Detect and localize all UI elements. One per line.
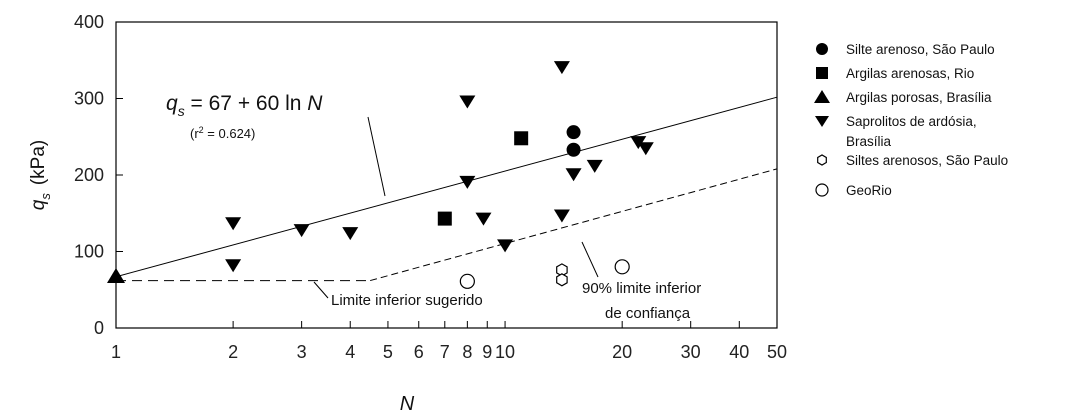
x-tick-label: 20 [612,342,632,362]
y-axis-label-unit: (kPa) [28,140,49,185]
x-axis-label: N [400,393,415,415]
data-point-triangle-down [459,175,476,189]
svg-text:qs(kPa): qs (kPa) [28,140,53,210]
y-tick-label: 100 [74,242,104,262]
fit-equation-N: N [307,92,323,115]
data-point-circle [566,125,581,140]
legend-label: Siltes arenosos, São Paulo [846,153,1008,168]
legend-label: Argilas porosas, Brasília [846,90,992,105]
data-point-circle [566,142,581,157]
legend-marker-circle-open [815,183,829,197]
r-squared-open: (r [190,126,199,141]
confidence-leader [581,241,599,278]
x-tick-label: 5 [383,342,393,362]
legend-label: Saprolitos de ardósia, [846,114,977,129]
x-tick-label: 2 [228,342,238,362]
y-axis-label: qs (kPa) [28,140,53,210]
data-point-hexagon-open [556,273,568,287]
y-tick-label: 400 [74,12,104,32]
x-tick-label: 3 [297,342,307,362]
data-point-triangle-down [553,61,570,75]
data-point-triangle-down [342,227,359,241]
data-point-triangle-down [565,168,582,182]
x-tick-label: 50 [767,342,787,362]
data-point-triangle-down [586,159,603,173]
confidence-limit-line [370,168,778,282]
x-tick-label: 9 [482,342,492,362]
x-tick-label: 30 [681,342,701,362]
legend-label: Silte arenoso, São Paulo [846,42,995,57]
x-tick-label: 1 [111,342,121,362]
x-tick-label: 7 [440,342,450,362]
legend-label: Argilas arenosas, Rio [846,66,974,81]
data-points [107,61,654,289]
fit-equation-subscript: s [178,103,185,119]
legend-marker-triangle-down-filled [815,116,829,127]
fit-equation-leader [367,116,386,197]
confidence-label-line1: 90% limite inferior [582,280,701,297]
y-axis-label-subscript: s [38,193,53,200]
x-tick-label: 4 [345,342,355,362]
r-squared-superscript: 2 [199,125,204,135]
data-point-circle-open [459,273,475,289]
x-tick-label: 8 [462,342,472,362]
legend-label: Brasília [846,134,892,149]
fit-equation: qs = 67 + 60 ln N [166,92,323,119]
x-tick-label: 6 [414,342,424,362]
lower-limit-label: Limite inferior sugerido [331,292,483,309]
data-point-square [514,131,529,146]
data-point-triangle-down [497,239,514,253]
data-point-triangle-down [553,209,570,223]
y-tick-label: 0 [94,318,104,338]
legend-marker-square-filled [816,67,828,79]
y-axis-label-symbol: q [28,199,49,210]
x-tick-label: 10 [495,342,515,362]
data-point-square [437,211,452,226]
legend-label: GeoRio [846,183,892,198]
legend-marker-circle-filled [816,43,828,55]
data-point-circle-open [614,259,630,275]
data-point-triangle-down [459,95,476,109]
legend: Silte arenoso, São Paulo Argilas arenosas… [814,42,1008,198]
x-axis-ticks: 1 2 3 4 5 6 7 8 9 10 20 30 40 50 [111,321,787,362]
data-point-triangle-down [637,142,654,156]
fit-equation-body: = 67 + 60 ln [185,92,308,115]
data-point-triangle-down [225,217,242,231]
legend-marker-triangle-up-filled [814,90,830,103]
lower-limit-leader [313,281,329,299]
y-tick-label: 200 [74,165,104,185]
data-point-triangle-down [293,224,310,238]
fit-equation-q: q [166,92,178,115]
data-point-triangle-up [107,267,125,283]
data-point-triangle-down [225,259,242,273]
r-squared-label: (r2 = 0.624) [190,125,255,141]
y-tick-label: 300 [74,89,104,109]
confidence-label-line2: de confiança [605,305,691,322]
trend-lines [115,96,778,282]
fit-line [115,96,778,278]
r-squared-value: = 0.624) [204,126,256,141]
x-tick-label: 40 [729,342,749,362]
y-axis-ticks: 0 100 200 300 400 [74,12,123,338]
legend-marker-hexagon-open [817,154,827,166]
data-point-triangle-down [475,212,492,226]
